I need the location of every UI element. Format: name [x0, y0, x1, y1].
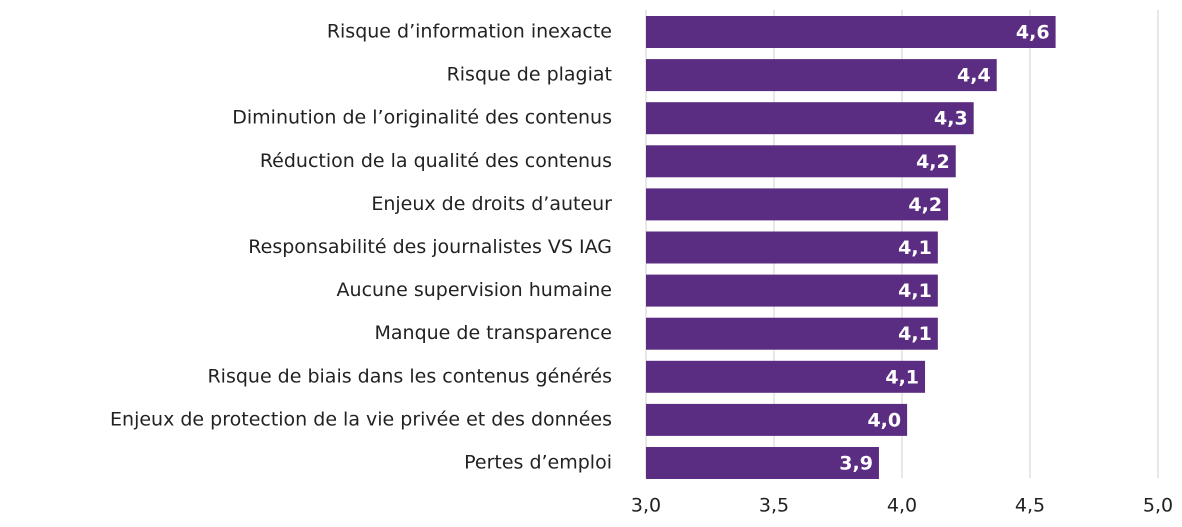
- x-tick-label: 3,0: [631, 495, 661, 517]
- category-label: Aucune supervision humaine: [337, 279, 612, 301]
- bar: [646, 145, 956, 178]
- bar: [646, 59, 997, 92]
- x-tick-label: 3,5: [759, 495, 789, 517]
- x-tick-label: 5,0: [1143, 495, 1173, 517]
- category-label: Réduction de la qualité des contenus: [260, 150, 612, 172]
- value-label: 4,1: [885, 366, 919, 388]
- value-label: 4,1: [898, 280, 932, 302]
- category-label: Responsabilité des journalistes VS IAG: [248, 236, 612, 258]
- value-label: 4,2: [916, 151, 950, 173]
- value-label: 3,9: [839, 453, 873, 475]
- bar: [646, 403, 908, 436]
- value-label: 4,1: [898, 323, 932, 345]
- value-label: 4,6: [1016, 22, 1050, 44]
- bar: [646, 360, 926, 393]
- value-label: 4,2: [908, 194, 942, 216]
- category-label: Pertes d’emploi: [464, 452, 612, 474]
- bar: [646, 102, 974, 135]
- category-label: Diminution de l’originalité des contenus: [232, 107, 612, 129]
- category-label: Enjeux de protection de la vie privée et…: [110, 408, 612, 430]
- bar: [646, 317, 938, 350]
- x-tick-label: 4,0: [887, 495, 917, 517]
- value-label: 4,1: [898, 237, 932, 259]
- x-tick-label: 4,5: [1015, 495, 1045, 517]
- bar: [646, 231, 938, 264]
- category-label: Risque de biais dans les contenus généré…: [207, 365, 612, 387]
- bar: [646, 274, 938, 307]
- category-label: Enjeux de droits d’auteur: [371, 193, 612, 215]
- bar: [646, 16, 1056, 48]
- bar: [646, 188, 949, 221]
- category-label: Manque de transparence: [374, 322, 612, 344]
- value-label: 4,0: [867, 409, 901, 431]
- value-label: 4,3: [934, 108, 968, 130]
- category-label: Risque de plagiat: [447, 64, 612, 86]
- value-label: 4,4: [957, 65, 991, 87]
- bar: [646, 447, 879, 479]
- category-label: Risque d’information inexacte: [327, 21, 612, 43]
